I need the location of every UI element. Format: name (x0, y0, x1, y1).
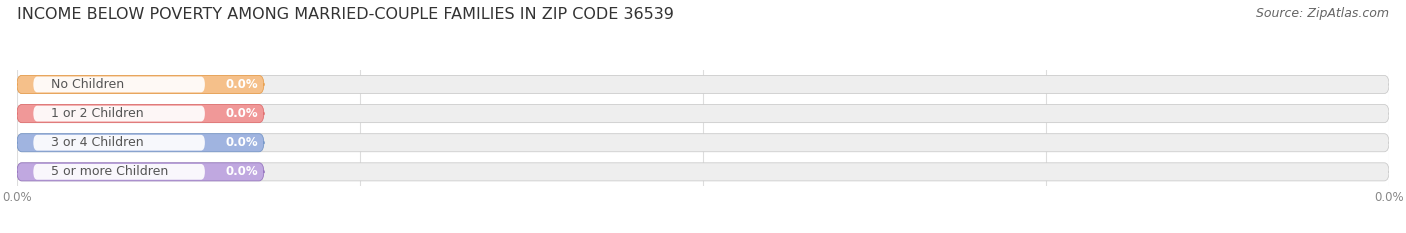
FancyBboxPatch shape (34, 135, 205, 151)
FancyBboxPatch shape (34, 77, 205, 92)
Text: 1 or 2 Children: 1 or 2 Children (51, 107, 143, 120)
Text: Source: ZipAtlas.com: Source: ZipAtlas.com (1256, 7, 1389, 20)
Text: 0.0%: 0.0% (226, 107, 259, 120)
Text: INCOME BELOW POVERTY AMONG MARRIED-COUPLE FAMILIES IN ZIP CODE 36539: INCOME BELOW POVERTY AMONG MARRIED-COUPL… (17, 7, 673, 22)
Text: 0.0%: 0.0% (226, 136, 259, 149)
FancyBboxPatch shape (17, 75, 264, 93)
FancyBboxPatch shape (17, 163, 1389, 181)
FancyBboxPatch shape (17, 134, 1389, 152)
FancyBboxPatch shape (17, 105, 264, 123)
FancyBboxPatch shape (34, 106, 205, 121)
FancyBboxPatch shape (34, 164, 205, 180)
FancyBboxPatch shape (17, 105, 1389, 123)
Text: 0.0%: 0.0% (226, 78, 259, 91)
FancyBboxPatch shape (17, 134, 264, 152)
Text: 5 or more Children: 5 or more Children (51, 165, 169, 178)
FancyBboxPatch shape (17, 75, 1389, 93)
Text: 0.0%: 0.0% (226, 165, 259, 178)
Text: No Children: No Children (51, 78, 124, 91)
Text: 3 or 4 Children: 3 or 4 Children (51, 136, 143, 149)
FancyBboxPatch shape (17, 163, 264, 181)
